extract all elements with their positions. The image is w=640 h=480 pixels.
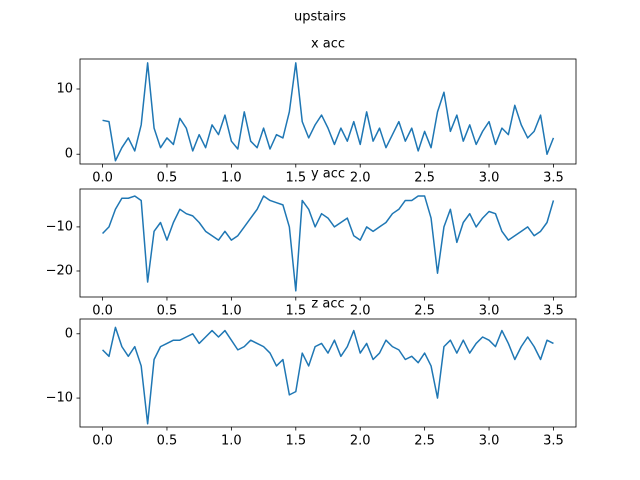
data-line <box>102 326 554 425</box>
data-line <box>102 62 555 162</box>
figure-title: upstairs <box>294 10 346 25</box>
y-tick-label: 0 <box>65 326 73 341</box>
x-tick-label: 2.0 <box>350 304 371 319</box>
x-tick-label: 0.0 <box>92 304 113 319</box>
axes-frame <box>79 318 577 428</box>
y-tick-label: −10 <box>46 219 73 234</box>
x-tick-label: 1.5 <box>285 434 306 449</box>
subplot-title: y acc <box>311 167 345 182</box>
x-tick-label: 0.5 <box>157 171 178 186</box>
x-tick-label: 3.5 <box>543 434 564 449</box>
x-tick-label: 0.0 <box>92 171 113 186</box>
x-tick-label: 1.0 <box>221 304 242 319</box>
y-tick-label: −10 <box>46 391 73 406</box>
y-tick-label: 0 <box>65 147 73 162</box>
x-tick-label: 0.5 <box>157 434 178 449</box>
x-tick-label: 1.5 <box>285 171 306 186</box>
x-tick-label: 3.0 <box>479 434 500 449</box>
x-tick-label: 3.0 <box>479 171 500 186</box>
x-tick-label: 2.5 <box>414 304 435 319</box>
subplot-title: x acc <box>311 37 345 52</box>
x-tick-label: 3.5 <box>543 171 564 186</box>
x-tick-label: 1.0 <box>221 434 242 449</box>
x-tick-label: 2.0 <box>350 171 371 186</box>
y-tick-label: −20 <box>46 263 73 278</box>
subplot-title: z acc <box>311 297 344 312</box>
x-tick-label: 1.0 <box>221 171 242 186</box>
x-tick-label: 3.5 <box>543 304 564 319</box>
axes-frame <box>79 188 577 298</box>
x-tick-label: 2.5 <box>414 434 435 449</box>
data-line <box>102 195 555 292</box>
x-tick-label: 0.5 <box>157 304 178 319</box>
x-tick-label: 1.5 <box>285 304 306 319</box>
x-tick-label: 3.0 <box>479 304 500 319</box>
x-tick-label: 2.0 <box>350 434 371 449</box>
x-tick-label: 2.5 <box>414 171 435 186</box>
y-tick-label: 10 <box>56 82 73 97</box>
axes-frame <box>79 58 577 165</box>
x-tick-label: 0.0 <box>92 434 113 449</box>
